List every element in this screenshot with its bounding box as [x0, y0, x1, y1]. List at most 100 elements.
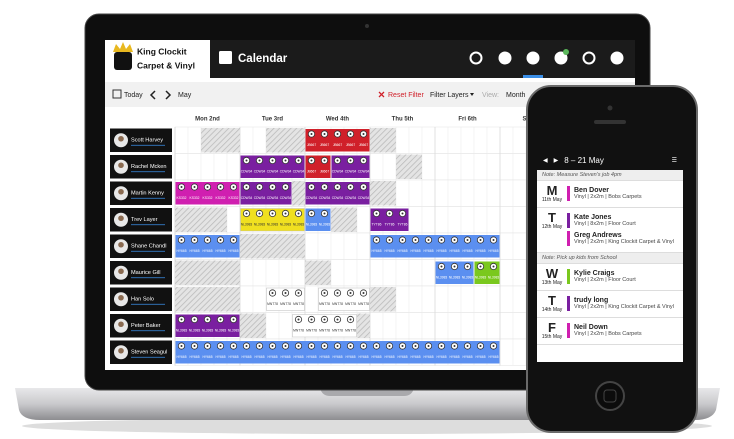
job-code: HY665 [488, 249, 498, 253]
unavailable-slot [253, 234, 266, 259]
prev[interactable]: ◀ [543, 157, 548, 164]
job-code: HY665 [319, 355, 329, 359]
avatar-head [118, 321, 124, 328]
job-code: HY665 [462, 355, 472, 359]
job-icon-dot [271, 292, 274, 294]
avatar-head [118, 241, 124, 248]
home-icon [603, 389, 617, 403]
unavailable-slot [253, 313, 266, 338]
job-icon-dot [219, 345, 222, 347]
agenda-day: F 15th May Neil Down Vinyl | 2x2m | Bobs Ca… [537, 318, 683, 345]
unavailable-slot [318, 260, 331, 285]
job-code: CDW34 [306, 196, 318, 200]
job-icon-dot [349, 159, 352, 162]
job-icon-dot [375, 239, 378, 241]
job-code: HY665 [176, 355, 186, 359]
job-icon-dot [310, 318, 313, 321]
nav-active [523, 75, 543, 78]
staff-cell[interactable] [110, 261, 172, 285]
job-icon-dot [440, 239, 443, 241]
agenda-job[interactable]: Kylie Craigs Vinyl | 2x2m | Floor Court [567, 269, 679, 284]
job-icon-dot [323, 159, 326, 162]
agenda-job[interactable]: Neil Down Vinyl | 2x2m | Bobs Carpets [567, 323, 679, 338]
staff-cell[interactable] [110, 340, 172, 365]
job-icon-dot [336, 159, 339, 162]
job-code: MNT78 [345, 302, 356, 306]
agenda-job[interactable]: Kate Jones Vinyl | 8x2m | Floor Court [567, 213, 679, 228]
day-label: T 14th May [537, 294, 567, 314]
staff-cell[interactable] [110, 128, 172, 153]
job-icon-dot [245, 212, 248, 215]
job-icon-dot [297, 159, 300, 162]
job-icon-dot [349, 133, 352, 135]
job-icon-dot [193, 345, 196, 347]
job-icon-dot [479, 265, 482, 268]
nav-icon[interactable] [582, 51, 596, 65]
job-block[interactable] [240, 182, 292, 205]
day-header: Thu 5th [392, 117, 414, 123]
job-code: HY665 [384, 249, 394, 253]
job-icon-dot [284, 186, 287, 188]
nav-icon[interactable] [469, 51, 483, 65]
agenda-job[interactable]: Ben Dover Vinyl | 2x2m | Bobs Carpets [567, 186, 679, 201]
staff-cell[interactable] [110, 287, 172, 312]
filter-layers[interactable]: Filter Layers [430, 92, 469, 99]
avatar-head [118, 188, 124, 195]
job-code: HY665 [228, 355, 238, 359]
day-header: Tue 3rd [262, 117, 284, 123]
job-icon-dot [193, 239, 196, 241]
agenda-job[interactable]: Greg Andrews Vinyl | 2x2m | King Clockit … [567, 231, 679, 246]
staff-cell[interactable] [110, 314, 172, 338]
job-icon-dot [206, 345, 209, 347]
day-date: 14th May [541, 307, 563, 313]
job-name: Neil Down [574, 324, 608, 331]
staff-name: Rachel Mcken [131, 164, 166, 170]
phone-header: ◀ ▶ 8 – 21 May ☰ [537, 150, 683, 170]
job-icon-dot [323, 292, 326, 294]
job-icon-dot [375, 212, 378, 215]
menu[interactable]: ☰ [671, 157, 677, 164]
nav-icon[interactable] [498, 51, 512, 65]
job-icon-dot [245, 345, 248, 347]
next-arrow[interactable] [165, 90, 172, 100]
today-button[interactable]: Today [124, 92, 143, 99]
job-code: NL3983 [306, 222, 318, 226]
agenda: Note: Measure Steven's job 4pm M 11th May B… [537, 170, 683, 345]
job-icon-dot [349, 318, 352, 321]
nav-icon[interactable] [610, 51, 624, 65]
staff-cell[interactable] [110, 155, 172, 179]
logo-crown [113, 42, 133, 52]
view-button[interactable]: Month [506, 92, 526, 99]
unavailable-slot [175, 260, 188, 285]
job-code: HY665 [293, 355, 303, 359]
agenda-job[interactable]: trudy long Vinyl | 2x2m | King Clockit Ca… [567, 296, 679, 311]
nav-icon[interactable] [554, 51, 568, 65]
unavailable-slot [383, 128, 396, 153]
job-code: MNT78 [358, 302, 369, 306]
job-code: CDW34 [332, 169, 344, 173]
job-block[interactable] [318, 287, 370, 311]
job-icon-dot [375, 345, 378, 347]
prev-arrow[interactable] [149, 90, 156, 100]
nav-icon[interactable] [526, 51, 540, 65]
staff-cell[interactable] [110, 181, 172, 206]
staff-cell[interactable] [110, 234, 172, 259]
day-label: M 11th May [537, 184, 567, 204]
day-letter: T [548, 210, 556, 225]
reset-filter[interactable]: Reset Filter [388, 92, 424, 99]
day-date: 12th May [541, 224, 563, 230]
month-label: May [178, 92, 192, 99]
unavailable-slot [214, 128, 227, 153]
unavailable-slot [240, 234, 253, 259]
staff-cell[interactable] [110, 208, 172, 232]
job-code: HY665 [475, 249, 485, 253]
nav-badge [563, 49, 569, 55]
job-code: HY665 [189, 249, 199, 253]
next[interactable]: ▶ [553, 157, 559, 164]
job-icon-dot [258, 186, 261, 188]
job-name: Greg Andrews [574, 232, 622, 239]
unavailable-slot [214, 207, 227, 232]
job-detail: Vinyl | 8x2m | Floor Court [574, 221, 636, 227]
filter-caret [470, 93, 474, 96]
job-icon-dot [323, 345, 326, 347]
